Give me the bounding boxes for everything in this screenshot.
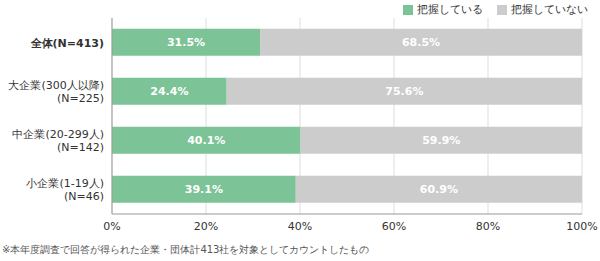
svg-text:大企業(300人以降)(N=225): 大企業(300人以降)(N=225) bbox=[8, 79, 104, 105]
svg-text:20%: 20% bbox=[194, 220, 218, 233]
svg-text:24.4%: 24.4% bbox=[150, 85, 188, 98]
svg-text:40.1%: 40.1% bbox=[187, 134, 225, 147]
svg-text:75.6%: 75.6% bbox=[385, 85, 423, 98]
svg-text:小企業(1-19人)(N=46): 小企業(1-19人)(N=46) bbox=[26, 177, 104, 203]
svg-text:100%: 100% bbox=[566, 220, 592, 233]
svg-text:40%: 40% bbox=[288, 220, 312, 233]
svg-text:68.5%: 68.5% bbox=[402, 36, 440, 49]
svg-text:31.5%: 31.5% bbox=[167, 36, 205, 49]
svg-text:39.1%: 39.1% bbox=[185, 183, 223, 196]
svg-text:60%: 60% bbox=[382, 220, 406, 233]
svg-text:中企業(20-299人)(N=142): 中企業(20-299人)(N=142) bbox=[12, 128, 104, 154]
svg-text:0%: 0% bbox=[103, 220, 120, 233]
svg-text:60.9%: 60.9% bbox=[420, 183, 458, 196]
svg-text:80%: 80% bbox=[476, 220, 500, 233]
svg-text:全体(N=413): 全体(N=413) bbox=[30, 36, 104, 49]
html-text:把握している: 把握している bbox=[417, 3, 483, 16]
html-text:把握していない: 把握していない bbox=[511, 3, 588, 16]
html-text:※本年度調査で回答が得られた企業・団体計413社を対象として: ※本年度調査で回答が得られた企業・団体計413社を対象としてカウントしたもの bbox=[2, 244, 370, 255]
svg-text:59.9%: 59.9% bbox=[422, 134, 460, 147]
